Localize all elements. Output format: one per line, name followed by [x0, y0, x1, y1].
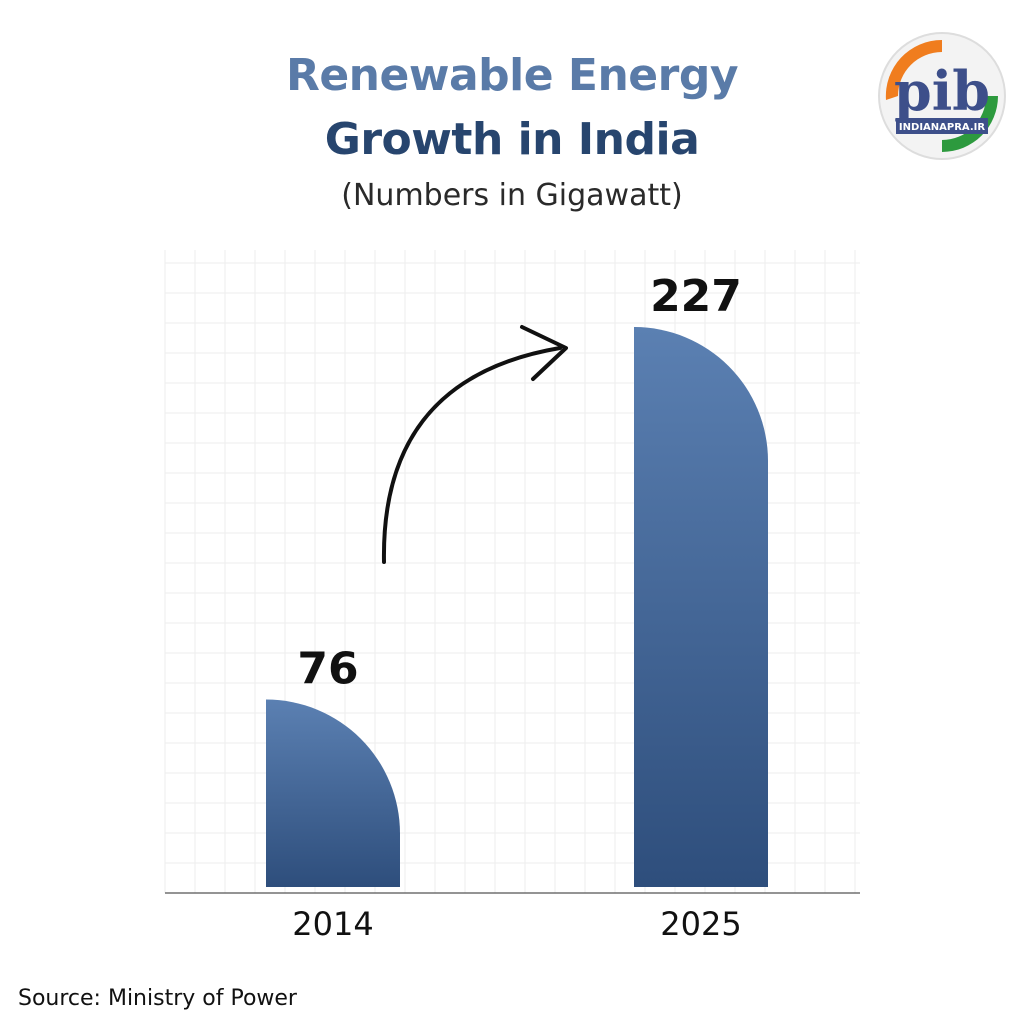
logo-saffron-swoosh	[885, 39, 942, 100]
data-labels: 76 227	[297, 271, 742, 695]
pib-logo: pib INDIANAPRA.IR	[878, 32, 1006, 160]
bar-series	[266, 327, 768, 887]
x-tick-label-2014: 2014	[292, 905, 373, 943]
chart-subtitle: (Numbers in Gigawatt)	[341, 178, 683, 213]
x-axis-ticks: 2014 2025	[292, 905, 741, 943]
data-label-2014: 76	[297, 644, 358, 695]
logo-text: pib	[894, 59, 990, 123]
logo-green-swoosh	[942, 96, 998, 152]
x-tick-label-2025: 2025	[660, 905, 741, 943]
data-label-2025: 227	[650, 271, 742, 322]
logo-caption: INDIANAPRA.IR	[899, 122, 985, 133]
bar-2025	[634, 327, 768, 887]
growth-arrow-head	[520, 325, 568, 381]
growth-arrow	[381, 346, 562, 564]
chart-title-line1: Renewable Energy	[285, 50, 739, 101]
bar-2014	[266, 699, 400, 887]
source-note: Source: Ministry of Power	[18, 986, 297, 1011]
chart-title-line2: Growth in India	[324, 114, 700, 165]
